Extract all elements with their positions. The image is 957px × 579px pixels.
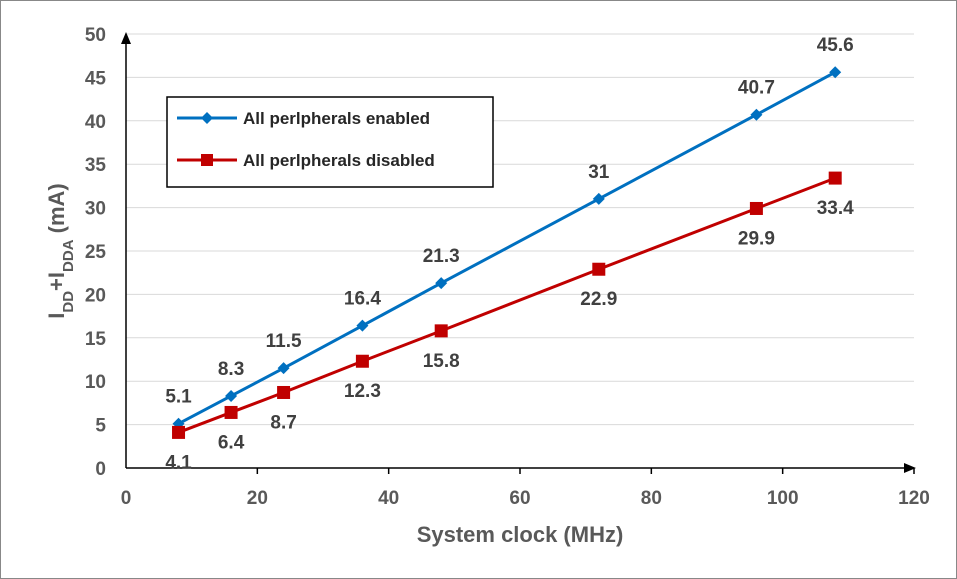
legend-label-enabled: All perlpherals enabled (243, 109, 430, 128)
y-axis-title-sub2: DDA (60, 239, 77, 272)
series-line-disabled (178, 176, 836, 434)
x-tick-label: 80 (641, 488, 662, 509)
data-label: 5.1 (165, 387, 192, 408)
legend: All perlpherals enabled All perlpherals … (166, 96, 494, 188)
data-label: 6.4 (218, 432, 245, 453)
data-label: 15.8 (423, 351, 460, 372)
y-axis-title: IDD+IDDA (mA) (44, 183, 77, 318)
y-tick-label: 5 (95, 416, 106, 437)
tick-labels: 0 5 10 15 20 25 30 35 40 45 50 0 20 40 60 80 100 120 (85, 25, 930, 509)
y-tick-label: 15 (85, 329, 107, 350)
x-tick-label: 120 (898, 488, 930, 509)
data-point-diamond (592, 192, 605, 205)
series-line-enabled (177, 70, 836, 426)
y-axis-title-prefix: I (44, 313, 69, 319)
data-label: 12.3 (344, 381, 381, 402)
y-tick-label: 10 (85, 372, 106, 393)
data-label: 22.9 (580, 289, 617, 310)
x-tick-label: 100 (767, 488, 799, 509)
y-tick-label: 30 (85, 199, 106, 220)
data-label: 40.7 (738, 78, 775, 99)
data-label: 45.6 (817, 35, 854, 56)
x-tick-label: 0 (121, 488, 132, 509)
y-tick-label: 45 (85, 68, 107, 89)
legend-frame (166, 96, 494, 188)
data-point-diamond (356, 319, 369, 332)
data-label: 11.5 (266, 331, 302, 352)
data-point-diamond (225, 389, 238, 402)
y-axis-arrow (121, 32, 131, 44)
data-point-diamond (435, 277, 448, 290)
data-point-square (828, 171, 842, 185)
data-point-square (749, 201, 763, 215)
y-axis-title-sub1: DD (60, 291, 77, 313)
x-tick-label: 40 (378, 488, 399, 509)
data-point-square (434, 324, 448, 338)
y-axis-title-mid: +I (44, 272, 69, 291)
y-tick-label: 25 (85, 242, 107, 263)
y-tick-label: 35 (85, 155, 107, 176)
data-point-square (355, 354, 369, 368)
series-group (172, 66, 842, 439)
data-label: 33.4 (817, 198, 854, 219)
y-tick-label: 0 (95, 459, 106, 480)
legend-label-disabled: All perlpherals disabled (243, 151, 435, 170)
x-tick-label: 60 (509, 488, 530, 509)
data-label: 8.7 (270, 412, 296, 433)
y-axis-title-suffix: (mA) (44, 183, 69, 239)
data-point-diamond (829, 66, 842, 79)
y-tick-label: 40 (85, 112, 106, 133)
x-axis-title: System clock (MHz) (417, 522, 624, 547)
data-label: 4.1 (165, 452, 192, 473)
data-point-diamond (277, 362, 290, 375)
x-axis-arrow (904, 463, 916, 473)
data-label: 16.4 (344, 289, 381, 310)
data-point-square (592, 262, 606, 276)
data-point-square (172, 425, 186, 439)
data-labels: 5.1 8.3 11.5 16.4 21.3 31 40.7 45.6 4.1 6.4 8.7 12.… (165, 35, 854, 473)
legend-square-marker (201, 154, 213, 166)
data-label: 21.3 (423, 246, 460, 267)
data-label: 8.3 (218, 359, 244, 380)
data-label: 31 (588, 162, 610, 183)
data-point-square (277, 385, 291, 399)
axes (121, 32, 916, 474)
data-point-diamond (750, 108, 763, 121)
x-tick-label: 20 (247, 488, 268, 509)
data-point-square (224, 405, 238, 419)
y-tick-label: 50 (85, 25, 106, 46)
y-tick-label: 20 (85, 285, 106, 306)
legend-diamond-marker (201, 112, 213, 124)
data-label: 29.9 (738, 228, 775, 249)
